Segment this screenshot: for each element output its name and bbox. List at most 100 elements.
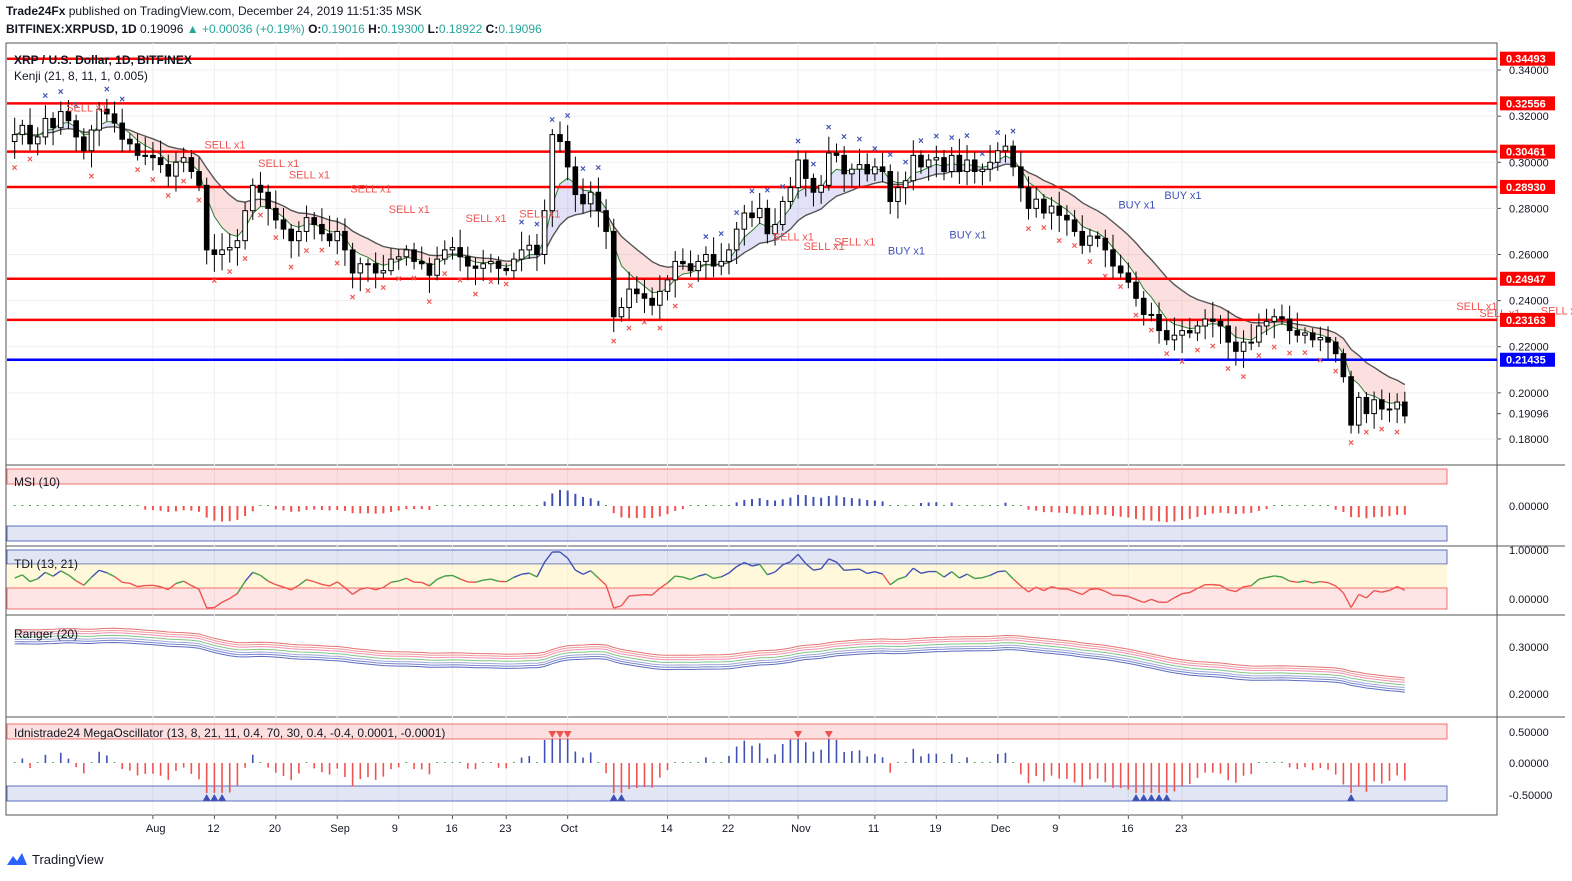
candle-body xyxy=(27,124,33,145)
candle-body xyxy=(226,247,233,251)
candle-body xyxy=(1186,330,1193,334)
cloud-segment xyxy=(790,191,799,230)
candle-body xyxy=(1133,281,1139,299)
buy-marker: × xyxy=(42,91,48,102)
sell-marker: × xyxy=(1210,342,1216,353)
tdi-line-segment xyxy=(29,578,38,583)
price-axis[interactable]: 0.34000 0.32000 0.30000 0.28000 0.26000 0.240… xyxy=(1497,51,1555,802)
cloud-segment xyxy=(1366,362,1375,396)
candle-body xyxy=(1002,145,1009,152)
candle-body xyxy=(1271,316,1278,322)
candle-body xyxy=(1294,330,1301,336)
tdi-line-segment xyxy=(167,582,177,591)
ranger-tick-label-1: 0.30000 xyxy=(1509,642,1549,654)
tdi-pane[interactable]: TDI (13, 21) xyxy=(6,549,1448,610)
msi-upper-band xyxy=(6,468,1448,485)
tdi-line-segment xyxy=(1035,586,1045,592)
tdi-line-segment xyxy=(60,570,69,576)
candle-body xyxy=(657,290,663,306)
tdi-line-segment xyxy=(1220,584,1229,591)
candle-body xyxy=(910,154,917,182)
candle-body xyxy=(65,111,72,122)
tdi-line-segment xyxy=(675,575,683,578)
time-tick-label: 16 xyxy=(445,823,457,835)
tdi-line-segment xyxy=(1365,590,1375,599)
tdi-line-segment xyxy=(881,573,891,586)
msi-pane[interactable]: MSI (10) xyxy=(6,468,1448,542)
buy-marker: × xyxy=(749,187,755,198)
sell-marker: × xyxy=(396,274,402,285)
time-axis[interactable]: Aug 12 20 Sep 9 16 23 Oct 14 22 Nov 11 19 Dec 9 16 23 xyxy=(146,815,1187,835)
candle-body xyxy=(311,217,318,226)
candle-body xyxy=(173,161,179,177)
candle-body xyxy=(664,279,671,292)
cloud-segment xyxy=(222,187,230,235)
price-tick-label: 0.20000 xyxy=(1509,388,1549,400)
candle-body xyxy=(1325,337,1331,343)
sell-marker: × xyxy=(257,211,263,222)
osc-buy-triangle-icon xyxy=(1132,794,1141,801)
sell-marker: × xyxy=(1133,311,1139,322)
tdi-line-segment xyxy=(1043,586,1052,592)
candle-body xyxy=(1010,145,1016,168)
close-value: 0.19096 xyxy=(498,22,542,36)
tdi-line-segment xyxy=(14,574,23,579)
tdi-line-segment xyxy=(505,576,515,583)
candle-body xyxy=(633,288,640,295)
candle-body xyxy=(564,141,571,168)
tdi-line-segment xyxy=(966,573,976,580)
candle-body xyxy=(887,171,894,202)
level-badge-label: 0.23163 xyxy=(1506,315,1546,327)
osc-sell-triangle-icon xyxy=(555,731,564,738)
candle-body xyxy=(756,207,763,219)
osc-sell-triangle-icon xyxy=(794,731,803,738)
tdi-line-segment xyxy=(45,571,54,577)
tdi-line-segment xyxy=(1250,578,1260,587)
tdi-line-segment xyxy=(290,584,300,591)
footer-brand[interactable]: TradingView xyxy=(6,851,104,867)
sell-marker: × xyxy=(380,283,386,294)
sell-marker: × xyxy=(1379,424,1385,435)
candle-body xyxy=(365,263,371,266)
candle-body xyxy=(1025,187,1032,209)
candle-body xyxy=(1094,235,1101,239)
megaoscillator-pane[interactable]: Idnistrade24 MegaOscillator (13, 8, 21, … xyxy=(6,723,1448,802)
chart-canvas[interactable]: × × × × × × × × × × × × × × × × × × × × × × × × × × × × × × × × × × × × × × × ×… xyxy=(0,0,1572,841)
candle-body xyxy=(741,212,748,230)
candle-body xyxy=(34,136,41,145)
cloud-segment xyxy=(1374,367,1382,401)
buy-marker: × xyxy=(595,163,601,174)
cloud-segment xyxy=(1128,235,1137,276)
buy-marker: × xyxy=(519,218,525,229)
cloud-segment xyxy=(813,187,822,213)
candle-body xyxy=(1056,205,1063,216)
cloud-segment xyxy=(1389,377,1398,404)
tdi-line-segment xyxy=(620,595,630,607)
sell-signal-label: SELL x1 xyxy=(258,158,299,170)
tdi-line-segment xyxy=(352,588,361,595)
candle-body xyxy=(488,260,494,265)
buy-marker: × xyxy=(780,182,786,193)
sell-marker: × xyxy=(1118,282,1124,293)
tdi-line-segment xyxy=(736,561,745,568)
level-badge-label: 0.30461 xyxy=(1506,147,1546,159)
cloud-segment xyxy=(552,183,560,237)
candle-body xyxy=(1079,230,1086,246)
level-badge xyxy=(1500,179,1555,194)
ranger-band-line xyxy=(14,639,1405,691)
candle-body xyxy=(480,263,486,269)
sell-marker: × xyxy=(1148,326,1154,337)
ranger-pane[interactable]: Ranger (20) xyxy=(14,627,1405,693)
sell-marker: × xyxy=(488,277,494,288)
main-pane[interactable]: × × × × × × × × × × × × × × × × × × × × × × × × × × × × × × × × × × × × × × × ×… xyxy=(7,53,1572,449)
candle-body xyxy=(1256,325,1262,343)
candle-body xyxy=(1279,316,1285,320)
sell-marker: × xyxy=(211,276,217,287)
cloud-segment xyxy=(375,243,384,266)
tdi-line-segment xyxy=(1151,598,1160,603)
time-tick-label: 23 xyxy=(499,823,511,835)
candle-body xyxy=(203,184,210,251)
cloud-segment xyxy=(421,252,430,266)
candle-body xyxy=(334,230,341,242)
tdi-line-segment xyxy=(974,576,983,580)
